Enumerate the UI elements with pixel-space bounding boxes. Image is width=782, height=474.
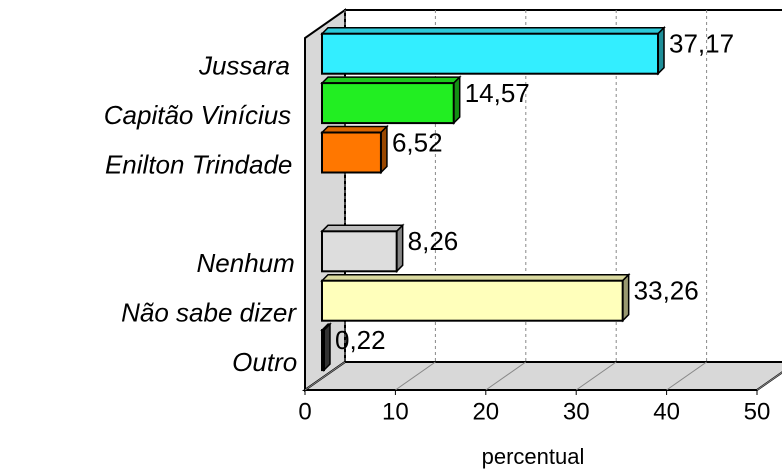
floor-grid-line	[395, 361, 436, 391]
value-label: 14,57	[465, 78, 530, 108]
bar	[321, 32, 660, 75]
x-axis-label: percentual	[482, 444, 585, 469]
bar	[321, 230, 398, 273]
value-label: 6,52	[392, 127, 443, 157]
x-tick-label: 0	[298, 398, 311, 425]
floor-grid-line	[575, 361, 617, 391]
value-label: 8,26	[408, 226, 459, 256]
value-label: 37,17	[669, 29, 734, 59]
x-tick-label: 30	[563, 398, 590, 425]
x-tick-label: 50	[744, 398, 771, 425]
floor-grid-line	[304, 361, 346, 391]
y-tick-label: Não sabe dizer	[121, 298, 297, 328]
x-tick-label: 10	[382, 398, 409, 425]
x-tick-label: 40	[653, 398, 680, 425]
y-tick-label: Outro	[232, 347, 297, 377]
y-tick-label: Capitão Vinícius	[104, 100, 291, 130]
y-tick-label: Enilton Trindade	[105, 149, 292, 179]
floor	[301, 361, 782, 391]
floor-grid-line	[756, 371, 782, 391]
bar	[321, 279, 624, 322]
floor-grid-line	[666, 361, 707, 391]
value-label: 0,22	[335, 325, 386, 355]
bar	[321, 131, 382, 174]
bar	[321, 329, 325, 372]
bar	[321, 82, 455, 125]
value-label: 33,26	[634, 276, 699, 306]
floor-grid-line	[485, 361, 527, 391]
x-tick-label: 20	[472, 398, 499, 425]
y-tick-label: Nenhum	[197, 248, 295, 278]
y-tick-label: Jussara	[198, 51, 290, 81]
